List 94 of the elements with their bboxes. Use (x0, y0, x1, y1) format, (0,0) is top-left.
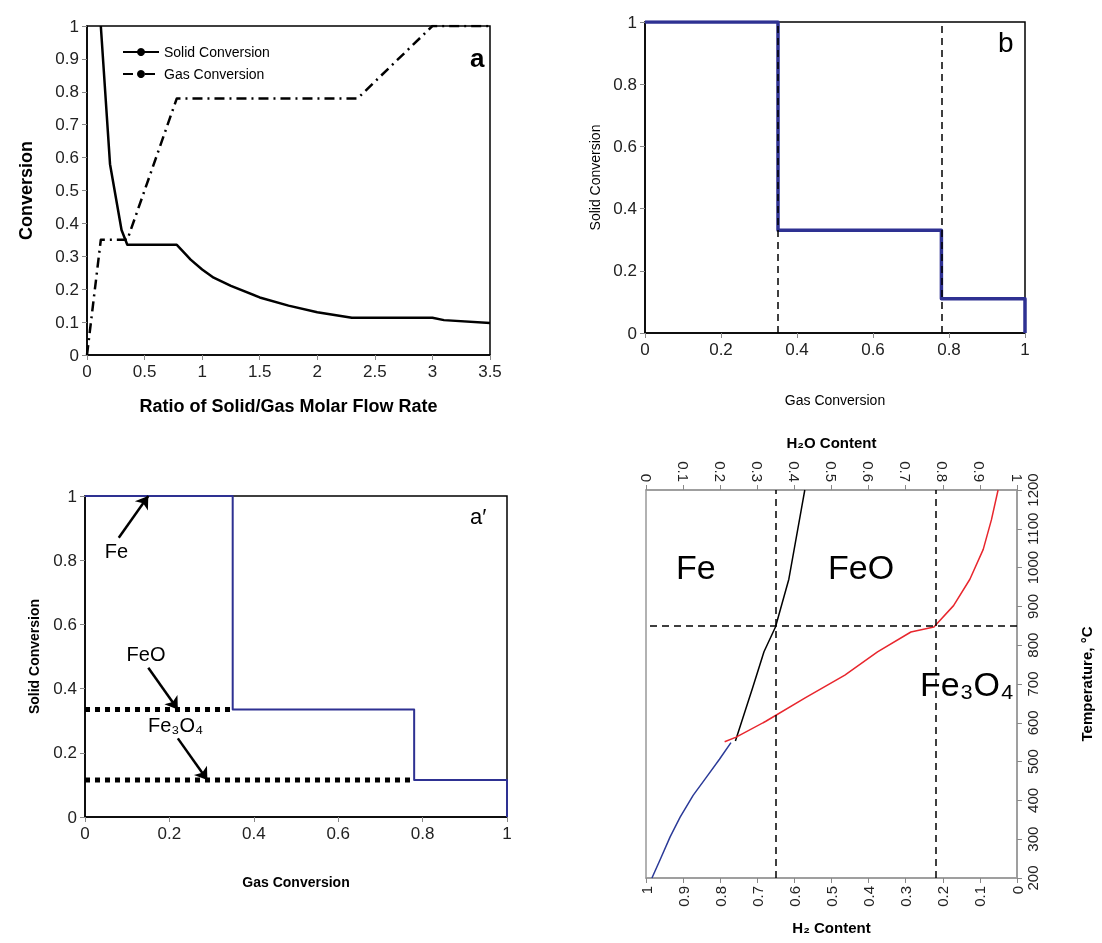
annotation: Fe (104, 539, 129, 562)
x2-tick-label: 0.4 (785, 461, 803, 482)
y-tick-label: 0.4 (53, 679, 77, 699)
y-tick-label: 500 (1024, 749, 1041, 775)
y-tick-label: 200 (1024, 865, 1041, 891)
x-tick-label: 0.1 (971, 886, 989, 907)
y-tick-label: 1200 (1024, 473, 1041, 507)
x-tick-label: 0.4 (241, 824, 266, 843)
x-tick-label: 0.2 (934, 886, 952, 907)
x-tick-label: 0.2 (709, 340, 733, 359)
y-axis-title: Temperature, °C (1078, 626, 1095, 742)
y-tick-label: 1100 (1024, 512, 1041, 545)
x2-tick-label: 0 (637, 473, 655, 482)
y-tick-label: 700 (1024, 671, 1041, 697)
x2-tick-label: 0.3 (748, 461, 766, 482)
x2-tick-label: 1 (1008, 473, 1026, 482)
y-tick-label: 0.7 (55, 115, 79, 135)
x-tick-label: 1 (502, 824, 512, 843)
y-tick-label: 0.4 (613, 199, 637, 219)
x-tick-label: 0.8 (410, 824, 435, 843)
y-tick-label: 1 (67, 486, 77, 506)
x-tick-label: 1 (197, 362, 207, 381)
x-tick-label: 0.7 (748, 886, 766, 907)
y-tick-label: 0.8 (53, 550, 77, 570)
y-tick-label: 0.2 (55, 279, 79, 299)
x-tick-label: 0.6 (785, 886, 803, 907)
annotation: FeO (126, 643, 166, 666)
x-tick-label: 0.6 (326, 824, 351, 843)
annotation: FeO (828, 548, 895, 586)
x-tick-label: 0.8 (711, 886, 729, 907)
y-tick-label: 0.6 (55, 148, 79, 168)
y-tick-label: 0.4 (55, 213, 79, 233)
x-axis-title: H₂ Content (792, 919, 871, 936)
y-tick-label: 0.6 (53, 614, 77, 634)
annotation: a (470, 43, 485, 73)
x2-tick-label: 0.7 (897, 461, 915, 482)
x-tick-label: 0.9 (674, 886, 692, 907)
y-tick-label: 0 (627, 323, 637, 343)
x-tick-label: 0.2 (157, 824, 182, 843)
x-axis-title: Gas Conversion (242, 874, 350, 890)
y-tick-label: 0.9 (55, 49, 79, 69)
annotation: Fe₃O₄ (920, 665, 1014, 703)
x2-tick-label: 0.2 (711, 461, 729, 482)
annotation: a′ (470, 503, 487, 529)
y-tick-label: 1 (69, 16, 79, 36)
x-tick-label: 3.5 (478, 362, 502, 381)
y-tick-label: 600 (1024, 710, 1041, 736)
x-tick-label: 0.5 (823, 886, 840, 907)
x-tick-label: 0.4 (785, 340, 809, 359)
x2-tick-label: 0.6 (860, 461, 878, 482)
y-tick-label: 900 (1024, 593, 1041, 619)
y-tick-label: 1000 (1024, 550, 1041, 585)
legend-label: Solid Conversion (164, 44, 270, 60)
y-tick-label: 0.5 (55, 181, 79, 200)
x-tick-label: 3 (427, 362, 438, 381)
y-tick-label: 1 (627, 12, 637, 32)
y-axis-title: Solid Conversion (587, 124, 604, 231)
y-tick-label: 0.6 (613, 136, 637, 156)
x-tick-label: 0.6 (861, 340, 885, 359)
x-tick-label: 0.5 (132, 362, 157, 381)
x-tick-label: 0 (82, 362, 92, 381)
y-tick-label: 0.3 (55, 246, 79, 266)
annotation: Fe (676, 548, 716, 586)
y-axis-title: Conversion (16, 140, 36, 241)
legend-label: Gas Conversion (164, 66, 265, 82)
y-tick-label: 0.8 (55, 82, 79, 102)
y-tick-label: 400 (1024, 787, 1041, 813)
x-axis-title: Ratio of Solid/Gas Molar Flow Rate (139, 396, 438, 416)
x-tick-label: 0.8 (937, 340, 961, 359)
annotation: b (998, 26, 1014, 58)
annotation: Fe₃O₄ (147, 714, 204, 737)
x2-tick-label: 0.5 (823, 461, 840, 482)
x-tick-label: 0.4 (860, 886, 878, 907)
x2-tick-label: 0.9 (971, 461, 989, 482)
x-tick-label: 0.3 (897, 886, 915, 907)
x2-axis-title: H₂O Content (786, 434, 877, 451)
x-tick-label: 0 (1008, 886, 1026, 895)
x2-tick-label: 0.1 (674, 461, 692, 482)
line-series (651, 741, 732, 879)
x-tick-label: 2 (312, 362, 323, 381)
y-tick-label: 0 (67, 807, 77, 827)
y-tick-label: 0.2 (53, 743, 77, 763)
y-tick-label: 0.1 (55, 312, 79, 332)
x-tick-label: 1 (637, 886, 655, 895)
y-tick-label: 0.2 (613, 261, 637, 281)
x-tick-label: 1.5 (247, 362, 272, 381)
x-tick-label: 2.5 (363, 362, 387, 381)
y-tick-label: 300 (1024, 826, 1041, 852)
x-tick-label: 0 (640, 340, 650, 359)
y-tick-label: 0.8 (613, 74, 637, 94)
y-axis-title: Solid Conversion (26, 598, 42, 715)
x-axis-title: Gas Conversion (784, 392, 886, 408)
y-tick-label: 800 (1024, 632, 1041, 658)
x2-tick-label: 0.8 (934, 461, 952, 482)
